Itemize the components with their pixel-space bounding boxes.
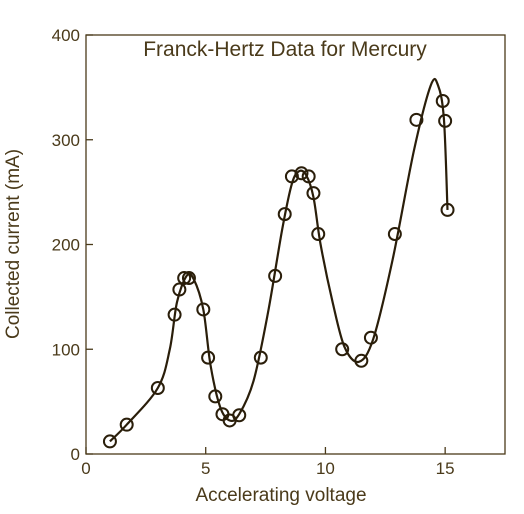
data-point xyxy=(306,186,321,201)
data-point xyxy=(335,342,350,357)
data-point xyxy=(435,93,450,108)
data-point xyxy=(232,408,247,423)
data-point xyxy=(102,434,117,449)
data-point xyxy=(301,169,316,184)
data-points xyxy=(102,93,455,449)
data-point xyxy=(440,202,455,217)
y-tick-label: 200 xyxy=(52,236,80,255)
data-point xyxy=(253,350,268,365)
fit-curve xyxy=(109,77,449,443)
data-point xyxy=(268,268,283,283)
data-point xyxy=(354,353,369,368)
data-point xyxy=(387,227,402,242)
y-tick-label: 0 xyxy=(71,445,80,464)
data-point xyxy=(409,112,424,127)
data-point xyxy=(277,207,292,222)
y-tick-label: 300 xyxy=(52,131,80,150)
y-tick-label: 400 xyxy=(52,26,80,45)
data-point xyxy=(196,302,211,317)
y-axis-title: Collected current (mA) xyxy=(3,149,24,339)
data-point xyxy=(181,271,196,286)
y-axis: 0 100 200 300 400 xyxy=(52,26,93,464)
data-point xyxy=(294,166,309,181)
x-axis: 0 5 10 15 xyxy=(81,447,455,478)
data-point xyxy=(167,307,182,322)
data-point xyxy=(150,381,165,396)
x-tick-label: 15 xyxy=(436,459,455,478)
data-point xyxy=(172,282,187,297)
data-point xyxy=(284,169,299,184)
x-tick-label: 0 xyxy=(81,459,90,478)
data-point xyxy=(208,389,223,404)
data-point xyxy=(177,271,192,286)
x-axis-title: Accelerating voltage xyxy=(195,485,366,506)
data-point xyxy=(363,330,378,345)
y-tick-label: 100 xyxy=(52,340,80,359)
chart-title: Franck-Hertz Data for Mercury xyxy=(143,38,427,61)
data-point xyxy=(311,227,326,242)
data-point xyxy=(201,350,216,365)
data-point xyxy=(119,417,134,432)
x-tick-label: 10 xyxy=(316,459,335,478)
data-point xyxy=(438,113,453,128)
x-tick-label: 5 xyxy=(201,459,210,478)
